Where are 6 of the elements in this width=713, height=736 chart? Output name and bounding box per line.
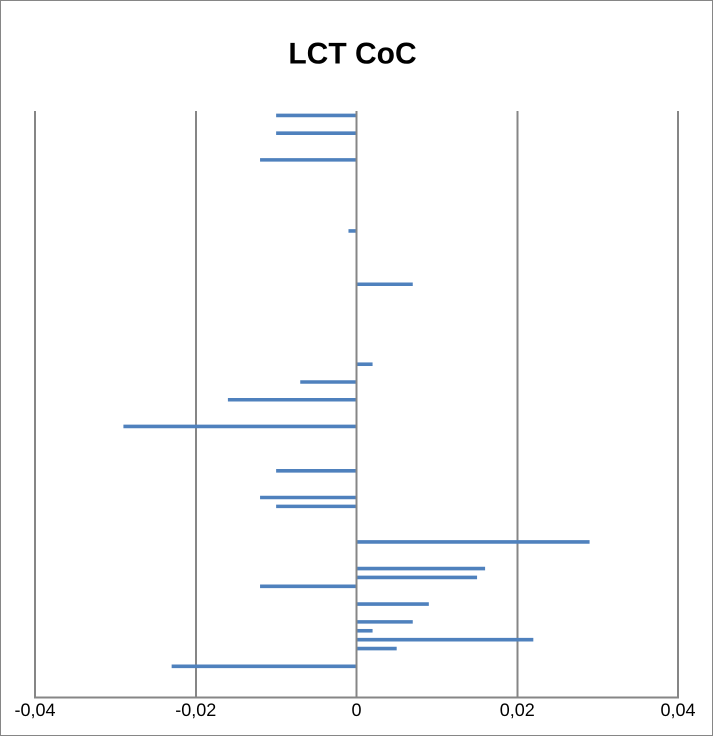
x-tick-label: 0 [351, 700, 362, 720]
x-tick-label: -0,02 [175, 700, 216, 720]
x-tick-label: 0,04 [660, 700, 696, 720]
x-tick-label: -0,04 [14, 700, 56, 720]
chart-title: LCT CoC [288, 37, 417, 70]
x-tick-label: 0,02 [500, 700, 535, 720]
